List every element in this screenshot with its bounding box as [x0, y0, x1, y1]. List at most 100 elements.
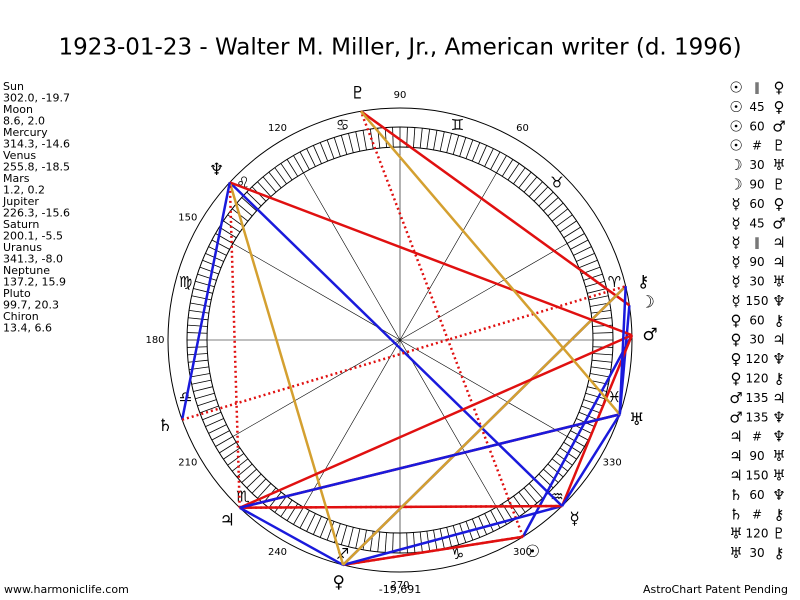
hatch-tick: [578, 259, 598, 269]
hatch-tick: [340, 525, 348, 545]
planet-name: Jupiter: [2, 195, 39, 208]
degree-label: 300: [513, 547, 532, 558]
aspect-planet: ☿: [731, 234, 740, 252]
aspect-type: 90: [749, 178, 764, 192]
aspect-planet: ⚷: [774, 505, 785, 523]
hatch-tick: [551, 458, 569, 472]
aspect-type: ∥: [754, 81, 760, 95]
sign-glyph: ♉: [550, 174, 563, 192]
hatch-tick: [570, 239, 589, 250]
hatch-tick: [490, 510, 501, 529]
aspect-planet: ☿: [731, 273, 740, 291]
aspect-planet: ♂: [772, 117, 785, 135]
hatch-tick: [195, 392, 215, 400]
aspect-planet: ♇: [772, 176, 785, 194]
aspect-planet: ♅: [729, 544, 742, 562]
hatch-tick: [188, 317, 209, 321]
aspect-planet: ♆: [772, 428, 785, 446]
aspect-planet: ☉: [729, 98, 742, 116]
hatch-tick: [319, 518, 329, 538]
planet-position: 255.8, -18.5: [3, 161, 70, 174]
house-line: [399, 172, 497, 341]
hatch-tick: [189, 309, 209, 314]
hatch-tick: [591, 366, 611, 371]
aspect-planet: ♀: [774, 195, 785, 213]
footer-left: www.harmoniclife.com: [4, 583, 129, 596]
hatch-tick: [576, 252, 595, 262]
sign-glyph: ♓: [608, 388, 621, 406]
aspect-line: [228, 182, 241, 508]
aspect-type: 30: [749, 546, 764, 560]
hatch-tick: [191, 295, 212, 301]
aspect-line: [228, 182, 345, 566]
hatch-tick: [452, 135, 460, 155]
hatch-tick: [439, 131, 445, 152]
hatch-tick: [496, 155, 507, 174]
hatch-tick: [219, 441, 237, 454]
hatch-tick: [223, 447, 241, 460]
aspect-planet: ☉: [729, 117, 742, 135]
hatch-tick: [566, 233, 585, 244]
hatch-tick: [419, 128, 423, 149]
hatch-tick: [377, 531, 381, 552]
hatch-tick: [326, 521, 335, 541]
aspect-line: [359, 110, 621, 416]
hatch-tick: [188, 359, 209, 363]
hatch-tick: [547, 463, 564, 478]
aspect-type: 120: [746, 352, 769, 366]
degree-label: 210: [178, 458, 197, 469]
degree-label: 120: [268, 123, 287, 134]
aspect-planet: ☉: [729, 79, 742, 97]
degree-label: 240: [268, 547, 287, 558]
aspect-line: [228, 181, 563, 507]
hatch-tick: [551, 208, 569, 222]
hatch-tick: [312, 145, 322, 164]
aspect-type: 135: [746, 410, 769, 424]
sign-glyph: ♍: [179, 273, 192, 291]
hatch-tick: [306, 513, 316, 532]
aspect-type: 45: [749, 216, 764, 230]
hatch-tick: [190, 373, 211, 378]
hatch-tick: [348, 527, 354, 547]
hatch-tick: [190, 302, 211, 307]
hatch-tick: [533, 186, 549, 202]
planet-position: 8.6, 2.0: [3, 115, 45, 128]
aspect-planet: ♀: [774, 98, 785, 116]
aspect-line: [560, 413, 621, 507]
aspect-type: 90: [749, 255, 764, 269]
hatch-tick: [406, 532, 408, 553]
aspect-type: 60: [749, 197, 764, 211]
aspect-planet: ☉: [729, 137, 742, 155]
hatch-tick: [513, 495, 526, 513]
aspect-planet: ♇: [772, 525, 785, 543]
hatch-tick: [274, 167, 287, 185]
hatch-tick: [413, 127, 416, 148]
degree-label: 180: [145, 335, 164, 346]
aspect-planet: ♆: [772, 350, 785, 368]
aspect-line: [521, 334, 634, 538]
hatch-tick: [219, 226, 237, 239]
hatch-tick: [433, 130, 438, 151]
planet-name: Saturn: [3, 218, 39, 231]
aspect-type: 135: [746, 391, 769, 405]
aspect-planet: ♃: [729, 467, 742, 485]
hatch-tick: [193, 288, 213, 294]
aspect-line: [360, 110, 631, 307]
hatch-tick: [583, 273, 603, 281]
aspect-type: 30: [749, 333, 764, 347]
aspect-planet: ☿: [731, 195, 740, 213]
planet-glyph: ♀: [332, 572, 344, 592]
hatch-tick: [588, 295, 609, 301]
title: 1923-01-23 - Walter M. Miller, Jr., Amer…: [58, 35, 741, 61]
aspect-type: 60: [749, 313, 764, 327]
aspect-type: #: [752, 507, 762, 521]
hatch-tick: [202, 411, 222, 421]
hatch-tick: [459, 137, 467, 157]
aspect-planet: ♃: [772, 253, 785, 271]
hatch-tick: [523, 487, 538, 504]
house-line: [399, 339, 568, 437]
hatch-tick: [199, 266, 219, 275]
aspect-type: 45: [749, 100, 764, 114]
hatch-tick: [231, 458, 249, 472]
hatch-tick: [484, 148, 494, 167]
